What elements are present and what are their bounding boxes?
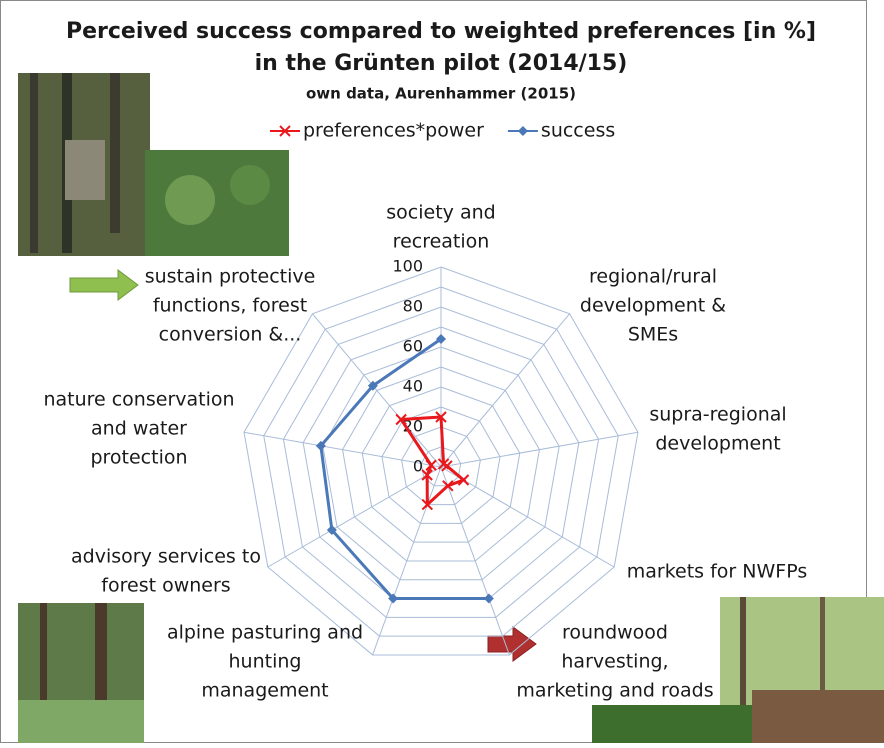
category-label: marketing and roads [516, 680, 713, 702]
category-label: development & [580, 295, 726, 317]
category-label: roundwood [562, 622, 668, 644]
category-label: harvesting, [561, 651, 668, 673]
category-label: conversion &... [159, 324, 302, 346]
category-label: regional/rural [589, 266, 717, 288]
category-label: and water [91, 418, 187, 440]
category-label: nature conservation [43, 389, 234, 411]
category-label: development [655, 433, 780, 455]
category-label: SMEs [628, 324, 678, 346]
category-label: management [201, 680, 328, 702]
chart: Perceived success compared to weighted p… [0, 0, 884, 743]
category-label: forest owners [101, 575, 230, 597]
chart-subtitle: own data, Aurenhammer (2015) [306, 85, 576, 103]
chart-title: Perceived success compared to weighted p… [66, 19, 816, 44]
category-label: functions, forest [153, 295, 307, 317]
photo [18, 603, 144, 743]
y-tick-label: 100 [392, 257, 423, 276]
legend-label: preferences*power [303, 120, 484, 142]
y-tick-label: 40 [403, 377, 423, 396]
y-tick-label: 80 [403, 297, 423, 316]
y-tick-label: 0 [413, 457, 423, 476]
category-label: sustain protective [145, 266, 316, 288]
category-label: protection [90, 447, 187, 469]
chart-title: in the Grünten pilot (2014/15) [255, 51, 628, 76]
category-label: hunting [229, 651, 302, 673]
legend-label: success [541, 120, 615, 142]
category-label: recreation [393, 231, 490, 253]
category-label: supra-regional [649, 404, 786, 426]
category-label: alpine pasturing and [167, 622, 363, 644]
category-label: society and [386, 202, 495, 224]
category-label: markets for NWFPs [627, 561, 807, 583]
category-label: advisory services to [71, 546, 261, 568]
